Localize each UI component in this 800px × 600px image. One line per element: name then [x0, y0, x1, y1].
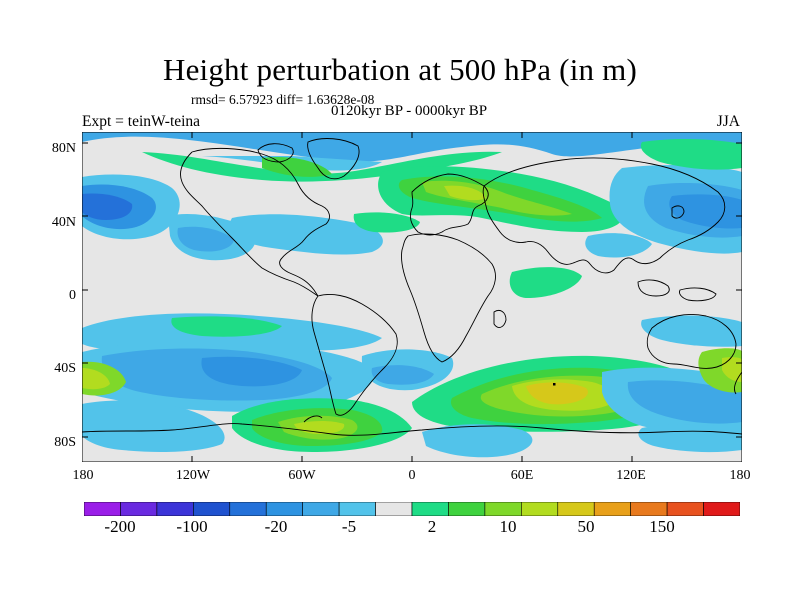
colorbar-label: 10 — [499, 517, 517, 536]
rmsd-diff-stats: rmsd= 6.57923 diff= 1.63628e-08 — [191, 92, 375, 107]
axis-ticks — [82, 132, 742, 462]
experiment-label: Expt = teinW-teina — [82, 113, 201, 130]
nw-pacific-deep — [669, 194, 742, 229]
antarctic-peninsula — [303, 415, 323, 423]
colorbar-swatch — [193, 502, 231, 516]
arabian-green — [509, 267, 582, 298]
s-atlantic-blue — [371, 365, 434, 385]
colorbar-label: -20 — [264, 517, 288, 536]
weddell-cyan — [422, 424, 533, 458]
coastlines — [82, 138, 742, 436]
lat-label-80s: 80S — [54, 435, 76, 450]
n-pacific-deep-blue — [82, 193, 133, 220]
colorbar-swatch — [557, 502, 595, 516]
s-pacific-deep — [201, 356, 302, 387]
n-atlantic-green — [142, 151, 502, 182]
colorbar-swatch — [521, 502, 559, 516]
colorbar-swatch — [630, 502, 668, 516]
marker-dot — [553, 383, 556, 386]
africa-coast — [401, 233, 496, 363]
colorbar-label: -100 — [176, 517, 208, 536]
colorbar-swatch — [84, 502, 121, 516]
colorbar-swatch — [229, 502, 267, 516]
atlantic-green — [353, 212, 420, 233]
lon-label-120w: 120W — [175, 468, 211, 483]
japan-coast — [671, 205, 685, 219]
ne-pacific-blue — [177, 226, 234, 252]
australia-coast — [646, 314, 737, 369]
s-pacific-green — [171, 316, 282, 337]
contour-map — [82, 132, 742, 462]
colorbar-swatch — [448, 502, 486, 516]
asia-coast — [482, 157, 726, 274]
colorbar-swatch — [120, 502, 158, 516]
colorbar-swatch — [375, 502, 413, 516]
plot-title: Height perturbation at 500 hPa (in m) — [162, 52, 638, 87]
n-america-coast — [191, 147, 330, 297]
indonesia-coast — [637, 279, 670, 297]
colorbar-swatch — [338, 502, 376, 516]
antarctica-coast — [82, 423, 742, 436]
lon-label-120e: 120E — [616, 468, 646, 483]
madagascar-coast — [493, 309, 507, 328]
colorbar-swatch — [484, 502, 522, 516]
europe-coast — [409, 173, 489, 236]
colorbar-label: -5 — [341, 517, 357, 536]
colorbar-swatch — [703, 502, 740, 516]
india-cyan — [585, 233, 652, 258]
colorbar-label: -200 — [104, 517, 136, 536]
east-antarctic-cyan — [638, 424, 742, 453]
colorbar-label: 2 — [427, 517, 437, 536]
colorbar-label: 50 — [577, 517, 595, 536]
colorbar-swatch — [411, 502, 449, 516]
lon-label-60e: 60E — [510, 468, 534, 483]
s-america-coast — [311, 293, 398, 416]
colorbar-swatch — [302, 502, 340, 516]
lat-label-40n: 40N — [51, 215, 76, 230]
greenland-coast — [307, 138, 360, 180]
n-america-cyan — [229, 214, 383, 255]
ross-sea-cyan — [82, 400, 225, 452]
season-label: JJA — [716, 113, 740, 130]
s-indian-orange — [526, 382, 588, 405]
n-america-west-coast — [180, 151, 319, 297]
colorbar-swatch — [156, 502, 194, 516]
europe-yellow — [444, 185, 486, 201]
lon-label-60w: 60W — [288, 468, 316, 483]
lat-label-eq: 0 — [69, 288, 76, 303]
s-indian-cyan — [641, 315, 742, 347]
colorbar-swatch — [593, 502, 631, 516]
lat-label-40s: 40S — [54, 361, 76, 376]
lon-label-180w: 180 — [72, 468, 94, 483]
contour-fields — [82, 132, 742, 462]
new-zealand-coast — [733, 371, 742, 395]
colorbar — [84, 502, 740, 516]
colorbar-label: 150 — [649, 517, 675, 536]
colorbar-swatch — [666, 502, 704, 516]
lat-label-80n: 80N — [51, 141, 76, 156]
arctic-green-right — [640, 138, 742, 170]
lon-label-0: 0 — [408, 468, 416, 483]
colorbar-swatch — [265, 502, 303, 516]
time-slice-subtitle: 0120kyr BP - 0000kyr BP — [330, 103, 488, 119]
sw-pacific-yellow — [82, 368, 110, 390]
s-pacific-right-blue — [627, 380, 742, 424]
lon-label-180e: 180 — [729, 468, 751, 483]
arctic-islands — [257, 143, 294, 163]
north-blue-band — [82, 132, 742, 162]
new-guinea-coast — [679, 287, 717, 302]
